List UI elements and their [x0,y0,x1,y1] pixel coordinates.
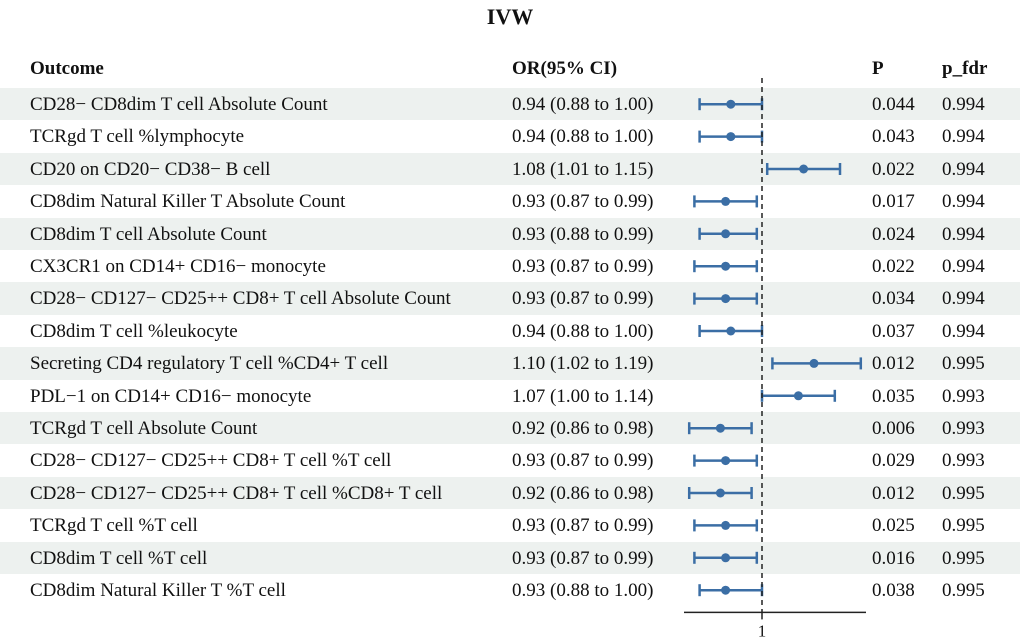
header-p-fdr: p_fdr [942,58,988,79]
outcome-label: TCRgd T cell %lymphocyte [30,126,245,148]
p-fdr-value: 0.995 [942,515,985,537]
p-fdr-value: 0.993 [942,385,985,407]
row-stripe [0,412,1020,445]
outcome-label: CD28− CD127− CD25++ CD8+ T cell Absolute… [30,288,451,310]
or-point [793,391,803,401]
or-point [721,261,731,271]
or-point [799,164,809,174]
p-value: 0.034 [872,288,915,310]
p-fdr-value: 0.995 [942,547,985,569]
or-point [726,326,736,336]
chart-title: IVW [486,4,534,29]
or-point [715,488,725,498]
row-stripe [0,152,1020,186]
outcome-label: CD28− CD8dim T cell Absolute Count [30,94,328,115]
or-ci-value: 0.93 (0.87 to 0.99) [512,547,654,569]
or-point [721,585,731,595]
p-value: 0.044 [872,94,915,115]
or-point [726,132,736,142]
p-fdr-value: 0.994 [942,320,985,342]
or-point [721,229,731,239]
or-ci-value: 0.93 (0.87 to 0.99) [512,450,654,472]
or-ci-value: 0.93 (0.87 to 0.99) [512,288,654,310]
row-stripe [0,541,1020,574]
p-value: 0.035 [872,385,915,407]
outcome-label: CX3CR1 on CD14+ CD16− monocyte [30,256,326,277]
p-value: 0.024 [872,223,915,245]
outcome-label: CD8dim T cell %leukocyte [30,320,238,342]
row-stripe [0,217,1020,250]
or-ci-value: 0.92 (0.86 to 0.98) [512,482,654,504]
outcome-label: CD20 on CD20− CD38− B cell [30,158,271,180]
row-stripe [0,88,1020,121]
or-ci-value: 0.93 (0.87 to 0.99) [512,191,654,213]
p-fdr-value: 0.993 [942,418,985,439]
p-value: 0.037 [872,320,915,342]
p-fdr-value: 0.994 [942,94,985,115]
p-fdr-value: 0.994 [942,288,985,310]
p-value: 0.022 [872,158,915,180]
p-value: 0.012 [872,482,915,504]
outcome-label: CD8dim T cell Absolute Count [30,223,267,245]
outcome-label: CD28− CD127− CD25++ CD8+ T cell %CD8+ T … [30,482,443,504]
or-point [721,520,731,530]
or-point [721,553,731,563]
p-value: 0.017 [872,191,915,213]
p-value: 0.038 [872,580,915,601]
x-tick-label: 1 [758,621,767,640]
or-point [726,99,736,109]
p-fdr-value: 0.994 [942,126,985,148]
p-fdr-value: 0.995 [942,353,985,375]
p-value: 0.022 [872,256,915,277]
p-value: 0.025 [872,515,915,537]
p-fdr-value: 0.994 [942,223,985,245]
header-or-ci: OR(95% CI) [512,58,618,79]
row-stripe [0,282,1020,315]
outcome-label: CD8dim Natural Killer T %T cell [30,580,286,601]
header-p: P [872,58,884,79]
row-stripe [0,476,1020,510]
outcome-label: TCRgd T cell Absolute Count [30,418,258,439]
or-ci-value: 0.93 (0.87 to 0.99) [512,256,654,277]
or-ci-value: 0.93 (0.88 to 1.00) [512,580,654,601]
p-value: 0.006 [872,418,915,439]
p-value: 0.016 [872,547,915,569]
header-outcome: Outcome [30,58,104,79]
p-fdr-value: 0.994 [942,256,985,277]
or-point [809,358,819,368]
or-ci-value: 0.94 (0.88 to 1.00) [512,320,654,342]
p-fdr-value: 0.995 [942,482,985,504]
or-ci-value: 0.93 (0.88 to 0.99) [512,223,654,245]
or-ci-value: 0.94 (0.88 to 1.00) [512,126,654,148]
or-point [721,456,731,466]
outcome-label: CD8dim Natural Killer T Absolute Count [30,191,346,213]
or-point [721,294,731,304]
or-ci-value: 0.94 (0.88 to 1.00) [512,94,654,115]
outcome-label: Secreting CD4 regulatory T cell %CD4+ T … [30,353,389,375]
p-fdr-value: 0.994 [942,191,985,213]
p-fdr-value: 0.995 [942,580,985,601]
p-fdr-value: 0.993 [942,450,985,472]
or-ci-value: 0.93 (0.87 to 0.99) [512,515,654,537]
outcome-label: CD28− CD127− CD25++ CD8+ T cell %T cell [30,450,392,472]
or-point [715,423,725,433]
outcome-label: CD8dim T cell %T cell [30,547,208,569]
outcome-label: TCRgd T cell %T cell [30,515,198,537]
p-fdr-value: 0.994 [942,158,985,180]
or-ci-value: 0.92 (0.86 to 0.98) [512,418,654,439]
or-ci-value: 1.10 (1.02 to 1.19) [512,353,654,375]
or-ci-value: 1.07 (1.00 to 1.14) [512,385,654,407]
p-value: 0.012 [872,353,915,375]
p-value: 0.043 [872,126,915,148]
outcome-label: PDL−1 on CD14+ CD16− monocyte [30,385,312,407]
or-point [721,196,731,206]
or-ci-value: 1.08 (1.01 to 1.15) [512,158,654,180]
p-value: 0.029 [872,450,915,472]
